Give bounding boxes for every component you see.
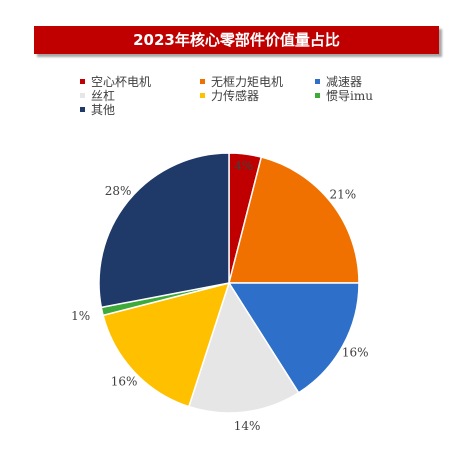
legend-swatch (315, 93, 320, 98)
legend-label: 力传感器 (211, 89, 260, 103)
chart-title: 2023年核心零部件价值量占比 (34, 26, 439, 54)
legend-label: 丝杠 (91, 89, 116, 103)
legend-swatch (80, 79, 85, 84)
slice-label: 4% (234, 159, 253, 173)
slice-label: 16% (342, 345, 369, 359)
legend-item: 减速器 (315, 73, 362, 90)
legend-swatch (80, 107, 85, 112)
legend-swatch (80, 93, 85, 98)
pie-slice (227, 282, 360, 394)
slice-label: 16% (111, 375, 138, 389)
legend-item: 空心杯电机 (80, 73, 151, 90)
legend-label: 其他 (91, 103, 116, 117)
slice-label: 21% (329, 188, 356, 202)
legend-label: 无框力矩电机 (211, 75, 284, 89)
legend-swatch (315, 79, 320, 84)
legend-item: 无框力矩电机 (200, 73, 283, 90)
legend-item: 惯导imu (315, 87, 373, 104)
slice-label: 14% (234, 419, 261, 433)
slice-label: 28% (105, 184, 132, 198)
pie-slice (228, 156, 360, 284)
legend-item: 丝杠 (80, 87, 115, 104)
legend-label: 惯导imu (326, 89, 373, 103)
pie-slice (102, 281, 231, 408)
legend-item: 其他 (80, 101, 115, 118)
legend-label: 减速器 (326, 75, 363, 89)
pie-slice (98, 152, 230, 309)
legend-swatch (200, 79, 205, 84)
slice-label: 1% (71, 309, 90, 323)
legend-label: 空心杯电机 (91, 75, 152, 89)
legend-swatch (200, 93, 205, 98)
pie-slice (187, 281, 300, 414)
legend-item: 力传感器 (200, 87, 259, 104)
